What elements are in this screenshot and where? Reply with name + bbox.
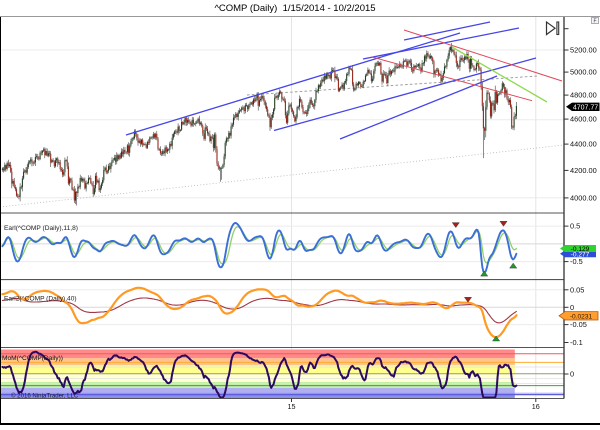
svg-text:-0.129: -0.129: [571, 246, 590, 253]
svg-text:4400.00: 4400.00: [570, 140, 597, 149]
svg-text:^COMP (Daily) 1/15/2014 - 10/: ^COMP (Daily) 1/15/2014 - 10/2/2015: [214, 3, 375, 14]
svg-text:4800.00: 4800.00: [570, 91, 597, 100]
svg-text:4000.00: 4000.00: [570, 194, 597, 203]
svg-text:Earl2(^COMP (Daily),40): Earl2(^COMP (Daily),40): [4, 296, 77, 303]
svg-text:-0.277: -0.277: [571, 251, 590, 258]
svg-text:-0.0231: -0.0231: [570, 313, 593, 320]
svg-text:-0.05: -0.05: [570, 320, 587, 329]
svg-text:MoM(^COMP(Daily)): MoM(^COMP(Daily)): [2, 355, 63, 362]
svg-text:© 2016 NinjaTrader, LLC: © 2016 NinjaTrader, LLC: [11, 393, 79, 400]
svg-text:16: 16: [532, 402, 540, 411]
svg-text:4707.77: 4707.77: [573, 104, 598, 111]
svg-text:0.05: 0.05: [570, 285, 584, 294]
svg-text:0: 0: [570, 370, 574, 379]
svg-text:Earl(^COMP (Daily),11,8): Earl(^COMP (Daily),11,8): [4, 225, 78, 232]
svg-text:0.5: 0.5: [570, 222, 580, 231]
svg-text:5200.00: 5200.00: [570, 46, 597, 55]
svg-text:15: 15: [288, 402, 296, 411]
svg-text:F: F: [593, 19, 596, 25]
svg-text:0: 0: [570, 303, 574, 312]
svg-text:5000.00: 5000.00: [570, 68, 597, 77]
svg-text:4600.00: 4600.00: [570, 115, 597, 124]
svg-text:-0.5: -0.5: [570, 257, 583, 266]
svg-text:4200.00: 4200.00: [570, 166, 597, 175]
svg-text:-0.1: -0.1: [570, 338, 583, 347]
